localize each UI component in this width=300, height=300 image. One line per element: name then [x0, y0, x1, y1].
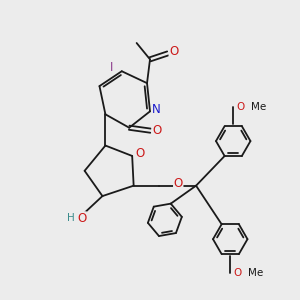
Text: H: H: [68, 213, 75, 224]
Text: O: O: [77, 212, 86, 225]
Text: I: I: [110, 61, 113, 74]
Text: O: O: [236, 103, 245, 112]
Text: O: O: [152, 124, 161, 137]
Text: Me: Me: [248, 268, 263, 278]
Text: O: O: [169, 45, 178, 58]
Text: O: O: [234, 268, 242, 278]
Text: N: N: [152, 103, 161, 116]
Text: O: O: [135, 147, 144, 160]
Text: O: O: [174, 177, 183, 190]
Text: Me: Me: [251, 103, 266, 112]
